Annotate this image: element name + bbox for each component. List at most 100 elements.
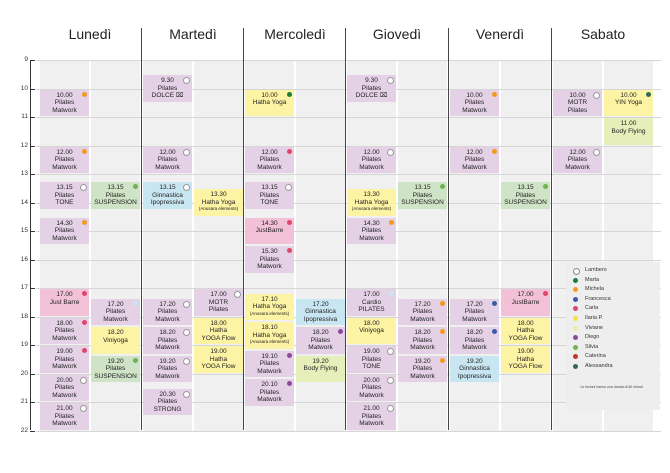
class-name: Matwork	[155, 344, 180, 352]
instructor-color-icon	[573, 325, 578, 331]
class-name: Matwork	[52, 163, 77, 171]
class-block[interactable]: 11.00 Body Flying	[604, 118, 653, 145]
class-block[interactable]: 13.15 Pilates SUSPENSION	[91, 182, 140, 209]
class-block[interactable]: 18.10 Hatha Yoga (Anusara elements)	[245, 322, 294, 349]
class-block[interactable]: 19.00 Pilates TONE	[347, 346, 396, 373]
class-block[interactable]: 9.30 Pilates DOLCE ⌧	[347, 75, 396, 102]
class-block[interactable]: 17.00 MOTR Pilates	[194, 289, 243, 316]
class-name: Pilates	[361, 384, 382, 392]
class-block[interactable]: 21.00 Pilates Matwork	[40, 403, 89, 430]
class-block[interactable]: 12.00 Pilates Matwork	[245, 146, 294, 173]
class-block[interactable]: 18.20 Viniyoga	[91, 327, 140, 354]
class-block[interactable]: 14.30 JustBarre	[245, 217, 294, 245]
class-block[interactable]: 17.00 Just Barre	[40, 289, 89, 316]
class-block[interactable]: 19.20 Pilates Matwork	[143, 355, 192, 382]
class-name: Pilates	[54, 99, 75, 107]
hour-label: 11	[21, 113, 28, 120]
hour-label: 13	[20, 170, 28, 177]
class-block[interactable]: 13.15 Pilates SUSPENSION	[501, 182, 550, 209]
class-block[interactable]: 19.00 Hatha YOGA Flow	[501, 346, 550, 373]
class-block[interactable]: 19.00 Pilates Matwork	[40, 346, 89, 373]
class-block[interactable]: 17.00 Cardio PILATES	[347, 289, 396, 316]
hour-label: 19	[20, 341, 28, 348]
class-block[interactable]: 14.30 Pilates Matwork	[347, 217, 396, 245]
instructor-dot-icon	[80, 405, 87, 412]
class-name: Pilates	[310, 336, 331, 344]
legend-label: Michela	[585, 286, 604, 293]
class-block[interactable]: 20.10 Pilates Matwork	[245, 379, 294, 406]
day-divider	[345, 28, 346, 430]
class-time: 14.30	[56, 219, 73, 227]
class-block[interactable]: 17.20 Ginnastica Ipopressiva	[296, 298, 345, 325]
class-time: 19.20	[466, 357, 483, 365]
class-block[interactable]: 13.15 Ginnastica Ipopressiva	[143, 182, 192, 209]
class-block[interactable]: 15.30 Pilates Matwork	[245, 246, 294, 273]
class-block[interactable]: 13.30 Hatha Yoga (Anusara elements)	[194, 189, 243, 216]
class-name: Pilates	[105, 308, 126, 316]
class-block[interactable]: 18.20 Pilates Matwork	[143, 327, 192, 354]
class-name: Hatha	[209, 327, 228, 335]
class-block[interactable]: 18.00 Pilates Matwork	[40, 317, 89, 344]
class-name: Pilates	[157, 336, 178, 344]
class-block[interactable]: 12.00 Pilates Matwork	[450, 146, 499, 173]
class-block[interactable]: 13.15 Pilates TONE	[245, 182, 294, 209]
class-name: Ipopressiva	[457, 372, 492, 380]
instructor-dot-icon	[287, 219, 292, 225]
class-block[interactable]: 10.00 Pilates Matwork	[40, 89, 89, 116]
class-block[interactable]: 17.20 Pilates Matwork	[91, 298, 140, 325]
instructor-color-icon	[573, 354, 578, 360]
class-name: Matwork	[155, 372, 180, 380]
class-block[interactable]: 18.20 Pilates Matwork	[398, 327, 447, 354]
day-title: Venerdì	[475, 26, 525, 42]
class-block[interactable]: 10.00 YIN Yoga	[604, 89, 653, 116]
class-block[interactable]: 12.00 Pilates Matwork	[347, 146, 396, 173]
class-block[interactable]: 19.10 Pilates Matwork	[245, 350, 294, 378]
class-time: 13.15	[414, 184, 431, 192]
class-block[interactable]: 18.00 Hatha YOGA Flow	[194, 317, 243, 344]
class-name: PILATES	[358, 306, 385, 314]
instructor-dot-icon	[287, 148, 292, 154]
class-block[interactable]: 12.00 Pilates Matwork	[553, 146, 602, 173]
class-name: Matwork	[359, 420, 384, 428]
class-block[interactable]: 18.00 Hatha YOGA Flow	[501, 317, 550, 344]
class-block[interactable]: 17.20 Pilates Matwork	[143, 298, 192, 325]
class-block[interactable]: 12.00 Pilates Matwork	[143, 146, 192, 173]
class-block[interactable]: 20.00 Pilates Matwork	[347, 374, 396, 401]
class-block[interactable]: 17.00 JustBarre	[501, 289, 550, 316]
class-block[interactable]: 10.00 MOTR Pilates	[553, 89, 602, 116]
instructor-dot-icon	[492, 148, 497, 154]
class-block[interactable]: 18.20 Pilates Matwork	[450, 327, 499, 354]
class-block[interactable]: 18.20 Pilates Matwork	[296, 327, 345, 354]
class-name: Body Flying	[303, 365, 338, 373]
class-block[interactable]: 9.30 Pilates DOLCE ⌧	[143, 75, 192, 102]
class-block[interactable]: 19.20 Body Flying	[296, 355, 345, 382]
instructor-dot-icon	[82, 319, 87, 325]
class-block[interactable]: 19.20 Pilates SUSPENSION	[91, 355, 140, 382]
class-block[interactable]: 17.20 Pilates Matwork	[398, 298, 447, 325]
class-block[interactable]: 14.30 Pilates Matwork	[40, 217, 89, 245]
class-time: 20.10	[261, 381, 278, 389]
class-name: Hatha Yoga	[252, 331, 287, 339]
class-block[interactable]: 17.10 Hatha Yoga (Anusara elements)	[245, 293, 294, 321]
class-time: 13.30	[210, 191, 227, 199]
class-name: Pilates	[54, 355, 75, 363]
class-block[interactable]: 20.30 Pilates STRONG	[143, 388, 192, 416]
instructor-dot-icon	[183, 329, 190, 336]
class-block[interactable]: 17.20 Pilates Matwork	[450, 298, 499, 325]
class-block[interactable]: 10.00 Hatha Yoga	[245, 89, 294, 116]
class-block[interactable]: 19.20 Ginnastica Ipopressiva	[450, 355, 499, 382]
class-block[interactable]: 13.15 Pilates TONE	[40, 182, 89, 209]
class-name: Pilates	[361, 412, 382, 420]
class-name: Pilates	[567, 106, 588, 114]
class-block[interactable]: 18.00 Viniyoga	[347, 317, 396, 344]
class-block[interactable]: 13.30 Hatha Yoga (Anusara elements)	[347, 189, 396, 216]
class-block[interactable]: 13.15 Pilates SUSPENSION	[398, 182, 447, 209]
class-block[interactable]: 19.20 Pilates Matwork	[398, 355, 447, 382]
class-name: Viniyoga	[359, 327, 384, 335]
class-block[interactable]: 19.00 Hatha YOGA Flow	[194, 346, 243, 373]
class-block[interactable]: 21.00 Pilates Matwork	[347, 403, 396, 430]
class-block[interactable]: 20.00 Pilates Matwork	[40, 374, 89, 401]
class-block[interactable]: 10.00 Pilates Matwork	[450, 89, 499, 116]
class-block[interactable]: 12.00 Pilates Matwork	[40, 146, 89, 173]
class-time: 15.30	[261, 248, 278, 256]
